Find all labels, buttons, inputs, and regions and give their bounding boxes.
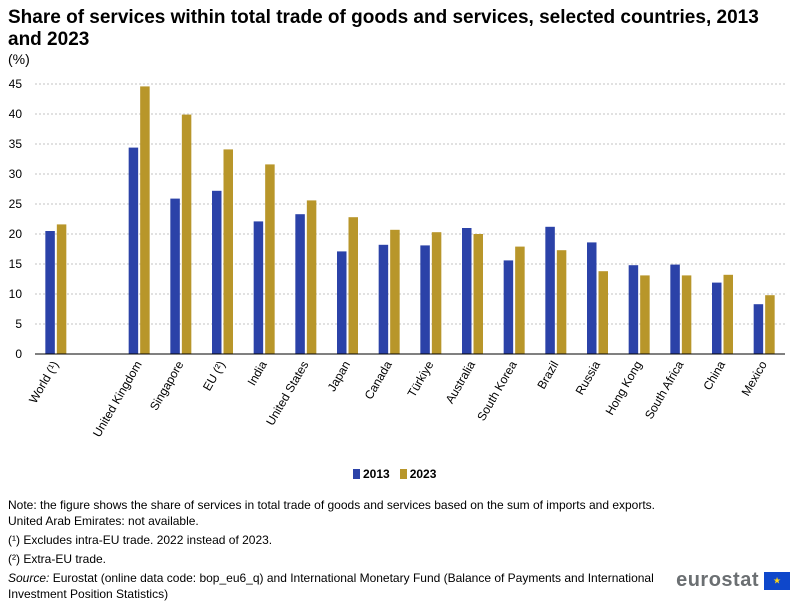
- x-tick-label: Russia: [573, 358, 604, 397]
- bar-2013: [253, 221, 264, 354]
- bar-2013: [45, 231, 55, 354]
- bar-2013: [670, 264, 680, 354]
- bar-2023: [265, 164, 275, 354]
- source-text: Source: Eurostat (online data code: bop_…: [8, 570, 668, 602]
- x-tick-label: United Kingdom: [90, 359, 145, 440]
- bar-2013: [170, 198, 180, 354]
- bar-2023: [765, 295, 775, 354]
- bar-2023: [140, 86, 150, 355]
- bar-2023: [556, 250, 567, 354]
- bar-2013: [628, 265, 639, 354]
- y-axis-unit: (%): [8, 51, 30, 67]
- legend-item-2013: 2013: [353, 467, 390, 481]
- x-tick-label: South Africa: [642, 358, 687, 421]
- x-tick-label: Australia: [443, 358, 479, 406]
- legend-label-2013: 2013: [363, 467, 390, 481]
- y-tick-label: 40: [9, 107, 23, 121]
- y-tick-label: 45: [9, 77, 23, 91]
- x-tick-label: Canada: [362, 358, 395, 402]
- bar-2013: [587, 242, 597, 354]
- bar-2013: [545, 226, 555, 354]
- x-tick-label: South Korea: [474, 358, 520, 423]
- x-tick-label: Türkiye: [405, 358, 437, 399]
- bar-2023: [723, 274, 733, 354]
- bar-2013: [128, 147, 139, 354]
- chart-title: Share of services within total trade of …: [8, 7, 759, 50]
- y-tick-label: 10: [9, 287, 23, 301]
- y-axis-ticks: 0 5 10 15 20 25 30 35 40 45: [9, 77, 23, 361]
- bar-2023: [681, 275, 692, 354]
- bar-2013: [753, 304, 764, 354]
- x-tick-label: Japan: [325, 359, 353, 394]
- legend: 2013 2023: [353, 467, 436, 481]
- y-tick-label: 15: [9, 257, 23, 271]
- legend-swatch-2013: [353, 469, 360, 479]
- footnote-2: (²) Extra-EU trade.: [8, 552, 107, 566]
- bar-2013: [420, 245, 430, 354]
- x-tick-label: China: [700, 358, 728, 392]
- bar-2023: [473, 234, 483, 354]
- note-text: Note: the figure shows the share of serv…: [8, 498, 656, 528]
- bar-2013: [712, 282, 722, 354]
- x-tick-label: Singapore: [147, 358, 187, 413]
- x-tick-label: EU (²): [200, 359, 228, 394]
- bar-2023: [56, 224, 67, 354]
- x-tick-label: India: [245, 358, 270, 388]
- x-tick-label: Brazil: [534, 359, 561, 392]
- bar-2013: [337, 251, 347, 354]
- y-tick-label: 35: [9, 137, 23, 151]
- x-axis-labels: World (¹) United Kingdom Singapore EU (²) In…: [26, 358, 770, 439]
- y-tick-label: 25: [9, 197, 23, 211]
- x-tick-label: Hong Kong: [603, 359, 645, 418]
- source-label: Source:: [8, 571, 50, 585]
- bar-2023: [181, 114, 192, 354]
- bar-2023: [223, 149, 233, 354]
- footnotes: Note: the figure shows the share of serv…: [8, 497, 668, 605]
- bar-2013: [462, 228, 472, 354]
- y-tick-label: 0: [15, 347, 22, 361]
- bar-chart: 0 5 10 15 20 25 30 35 40 45 World (¹) United Kingd…: [9, 77, 785, 439]
- bar-2013: [212, 190, 222, 354]
- bar-2013: [378, 244, 389, 354]
- legend-label-2023: 2023: [409, 467, 437, 481]
- x-tick-label: Mexico: [739, 358, 770, 398]
- y-tick-label: 5: [15, 317, 22, 331]
- x-tick-label: World (¹): [26, 359, 61, 406]
- x-tick-label: United States: [263, 359, 311, 428]
- bars: [45, 86, 775, 355]
- eurostat-logo: eurostat ★: [676, 569, 790, 592]
- bar-2023: [306, 200, 317, 354]
- y-tick-label: 20: [9, 227, 23, 241]
- bar-2013: [295, 214, 305, 354]
- bar-2023: [598, 271, 608, 354]
- bar-2023: [348, 217, 358, 354]
- bar-2023: [640, 275, 650, 354]
- bar-2023: [390, 229, 400, 354]
- footnote-1: (¹) Excludes intra-EU trade. 2022 instea…: [8, 533, 273, 547]
- bar-2023: [515, 246, 525, 354]
- source-body: Eurostat (online data code: bop_eu6_q) a…: [8, 571, 654, 601]
- bar-2013: [503, 260, 514, 354]
- eu-flag-icon: ★: [764, 571, 790, 590]
- y-tick-label: 30: [9, 167, 23, 181]
- bar-2023: [431, 232, 442, 354]
- legend-item-2023: 2023: [399, 467, 437, 481]
- logo-text: eurostat: [676, 569, 759, 591]
- gridlines: [35, 83, 785, 325]
- legend-swatch-2023: [399, 469, 407, 479]
